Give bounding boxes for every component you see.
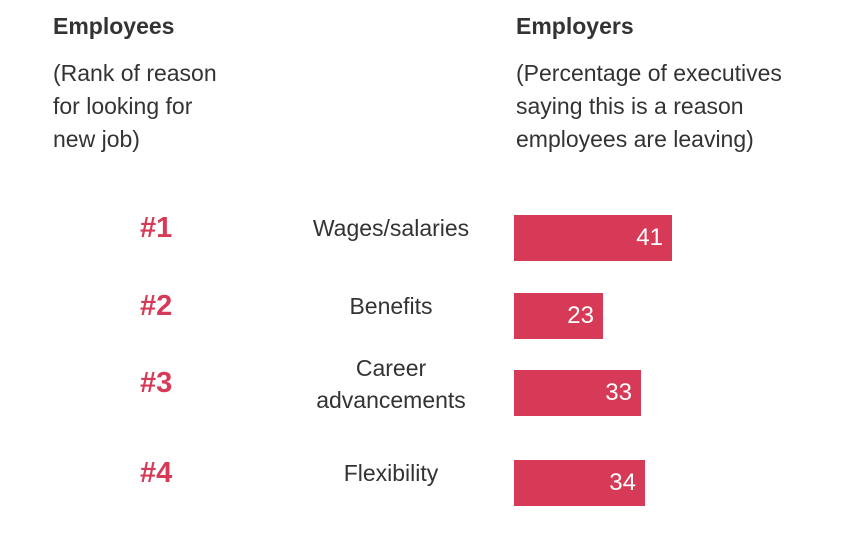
rank-label: #2 [140,290,173,322]
bar: 23 [514,293,603,339]
bar-value-label: 33 [605,379,632,406]
employees-title: Employees [53,13,175,39]
rank-label: #1 [140,212,173,244]
bar: 33 [514,370,641,416]
bar: 34 [514,460,645,506]
bar-value-label: 41 [636,224,663,251]
employees-subtitle: (Rank of reason for looking for new job) [53,60,217,152]
employers-subtitle: (Percentage of executives saying this is… [516,60,782,152]
category-label: Flexibility [343,460,439,486]
bar-value-label: 34 [609,469,636,496]
category-label: Benefits [349,293,433,319]
employers-title: Employers [516,13,634,39]
bar: 41 [514,215,672,261]
rank-label: #4 [140,457,173,489]
category-label: Wages/salaries [312,215,470,241]
rank-label: #3 [140,367,173,399]
category-label: Career advancements [316,355,466,413]
bar-value-label: 23 [567,302,594,329]
